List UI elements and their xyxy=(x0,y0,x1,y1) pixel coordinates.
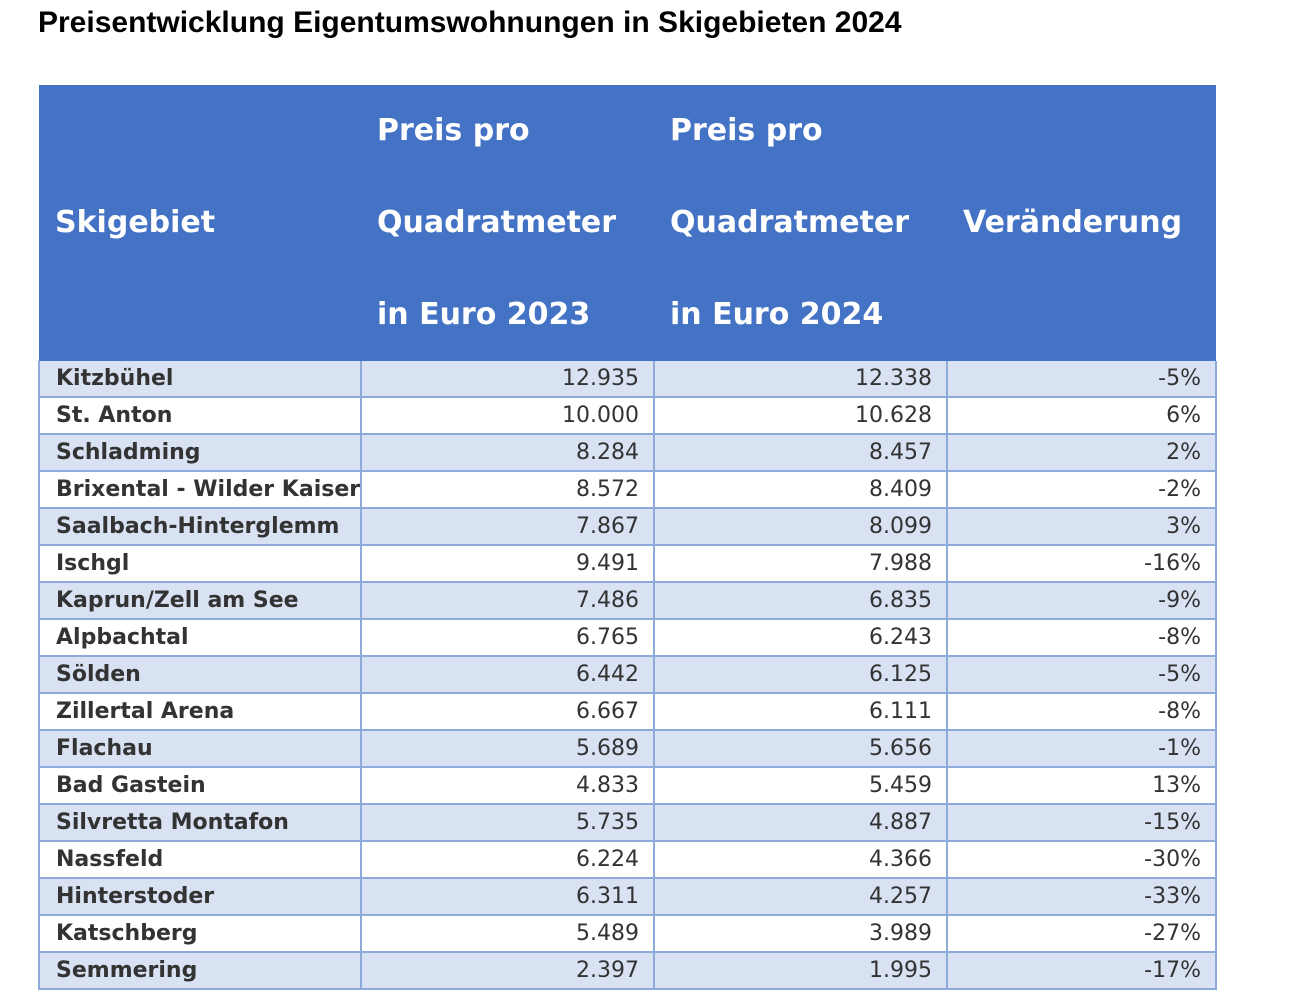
header-row: Skigebiet Preis pro Quadratmeter in Euro 2… xyxy=(39,85,1216,361)
table-row: Ischgl 9.491 7.988 -16% xyxy=(38,544,1217,583)
cell-preis-2024: 6.243 xyxy=(653,618,948,657)
cell-preis-2024: 5.459 xyxy=(653,766,948,805)
cell-preis-2023: 12.935 xyxy=(360,361,655,398)
table-row: Schladming 8.284 8.457 2% xyxy=(38,433,1217,472)
cell-preis-2023: 9.491 xyxy=(360,544,655,583)
cell-veraenderung: -8% xyxy=(946,692,1217,731)
cell-veraenderung: 3% xyxy=(946,507,1217,546)
cell-preis-2023: 6.765 xyxy=(360,618,655,657)
cell-skigebiet: Ischgl xyxy=(38,544,362,583)
cell-preis-2023: 5.689 xyxy=(360,729,655,768)
cell-preis-2024: 8.457 xyxy=(653,433,948,472)
cell-preis-2024: 12.338 xyxy=(653,361,948,398)
table-row: Silvretta Montafon 5.735 4.887 -15% xyxy=(38,803,1217,842)
table-row: Kitzbühel 12.935 12.338 -5% xyxy=(38,361,1217,398)
cell-veraenderung: -1% xyxy=(946,729,1217,768)
table-body: Kitzbühel 12.935 12.338 -5% St. Anton 10.000 1… xyxy=(38,361,1217,990)
cell-preis-2023: 4.833 xyxy=(360,766,655,805)
cell-preis-2023: 6.442 xyxy=(360,655,655,694)
cell-preis-2023: 7.867 xyxy=(360,507,655,546)
cell-preis-2023: 10.000 xyxy=(360,396,655,435)
table-row: Nassfeld 6.224 4.366 -30% xyxy=(38,840,1217,879)
cell-skigebiet: Zillertal Arena xyxy=(38,692,362,731)
cell-veraenderung: -16% xyxy=(946,544,1217,583)
cell-skigebiet: Brixental - Wilder Kaiser xyxy=(38,470,362,509)
cell-skigebiet: Katschberg xyxy=(38,914,362,953)
header-preis-2023: Preis pro Quadratmeter in Euro 2023 xyxy=(361,85,654,361)
cell-veraenderung: -8% xyxy=(946,618,1217,657)
cell-preis-2024: 6.125 xyxy=(653,655,948,694)
cell-preis-2023: 6.667 xyxy=(360,692,655,731)
header-veraenderung: Veränderung xyxy=(947,85,1216,361)
cell-veraenderung: 2% xyxy=(946,433,1217,472)
table-row: Zillertal Arena 6.667 6.111 -8% xyxy=(38,692,1217,731)
cell-veraenderung: -9% xyxy=(946,581,1217,620)
cell-skigebiet: Semmering xyxy=(38,951,362,990)
cell-preis-2024: 6.111 xyxy=(653,692,948,731)
cell-veraenderung: -5% xyxy=(946,655,1217,694)
table-row: Hinterstoder 6.311 4.257 -33% xyxy=(38,877,1217,916)
cell-skigebiet: Bad Gastein xyxy=(38,766,362,805)
cell-preis-2024: 1.995 xyxy=(653,951,948,990)
header-skigebiet: Skigebiet xyxy=(39,85,361,361)
cell-preis-2024: 8.409 xyxy=(653,470,948,509)
cell-preis-2024: 7.988 xyxy=(653,544,948,583)
cell-preis-2023: 7.486 xyxy=(360,581,655,620)
cell-preis-2023: 5.489 xyxy=(360,914,655,953)
table-header: Skigebiet Preis pro Quadratmeter in Euro 2… xyxy=(39,85,1216,361)
cell-veraenderung: -30% xyxy=(946,840,1217,879)
cell-skigebiet: Schladming xyxy=(38,433,362,472)
cell-preis-2023: 6.311 xyxy=(360,877,655,916)
table-row: Saalbach-Hinterglemm 7.867 8.099 3% xyxy=(38,507,1217,546)
cell-preis-2023: 5.735 xyxy=(360,803,655,842)
cell-veraenderung: -17% xyxy=(946,951,1217,990)
table-row: Brixental - Wilder Kaiser 8.572 8.409 -2% xyxy=(38,470,1217,509)
cell-veraenderung: -27% xyxy=(946,914,1217,953)
page-title: Preisentwicklung Eigentumswohnungen in S… xyxy=(38,6,902,39)
cell-skigebiet: Kitzbühel xyxy=(38,361,362,398)
cell-veraenderung: -5% xyxy=(946,361,1217,398)
cell-preis-2023: 6.224 xyxy=(360,840,655,879)
cell-skigebiet: Flachau xyxy=(38,729,362,768)
cell-skigebiet: Silvretta Montafon xyxy=(38,803,362,842)
header-preis-2024: Preis pro Quadratmeter in Euro 2024 xyxy=(654,85,947,361)
cell-veraenderung: 6% xyxy=(946,396,1217,435)
cell-preis-2023: 2.397 xyxy=(360,951,655,990)
table-row: Semmering 2.397 1.995 -17% xyxy=(38,951,1217,990)
cell-skigebiet: Saalbach-Hinterglemm xyxy=(38,507,362,546)
cell-preis-2024: 10.628 xyxy=(653,396,948,435)
cell-veraenderung: -2% xyxy=(946,470,1217,509)
table-row: Flachau 5.689 5.656 -1% xyxy=(38,729,1217,768)
cell-skigebiet: St. Anton xyxy=(38,396,362,435)
cell-skigebiet: Sölden xyxy=(38,655,362,694)
cell-preis-2023: 8.572 xyxy=(360,470,655,509)
cell-preis-2024: 8.099 xyxy=(653,507,948,546)
price-table: Skigebiet Preis pro Quadratmeter in Euro 2… xyxy=(38,85,1217,990)
cell-skigebiet: Kaprun/Zell am See xyxy=(38,581,362,620)
table-row: Bad Gastein 4.833 5.459 13% xyxy=(38,766,1217,805)
cell-preis-2024: 3.989 xyxy=(653,914,948,953)
cell-preis-2023: 8.284 xyxy=(360,433,655,472)
table-row: Katschberg 5.489 3.989 -27% xyxy=(38,914,1217,953)
cell-skigebiet: Alpbachtal xyxy=(38,618,362,657)
cell-skigebiet: Nassfeld xyxy=(38,840,362,879)
cell-veraenderung: -15% xyxy=(946,803,1217,842)
cell-skigebiet: Hinterstoder xyxy=(38,877,362,916)
table-row: Alpbachtal 6.765 6.243 -8% xyxy=(38,618,1217,657)
cell-veraenderung: 13% xyxy=(946,766,1217,805)
cell-preis-2024: 5.656 xyxy=(653,729,948,768)
table-row: St. Anton 10.000 10.628 6% xyxy=(38,396,1217,435)
cell-veraenderung: -33% xyxy=(946,877,1217,916)
table-row: Kaprun/Zell am See 7.486 6.835 -9% xyxy=(38,581,1217,620)
cell-preis-2024: 4.257 xyxy=(653,877,948,916)
cell-preis-2024: 6.835 xyxy=(653,581,948,620)
table-row: Sölden 6.442 6.125 -5% xyxy=(38,655,1217,694)
cell-preis-2024: 4.887 xyxy=(653,803,948,842)
cell-preis-2024: 4.366 xyxy=(653,840,948,879)
